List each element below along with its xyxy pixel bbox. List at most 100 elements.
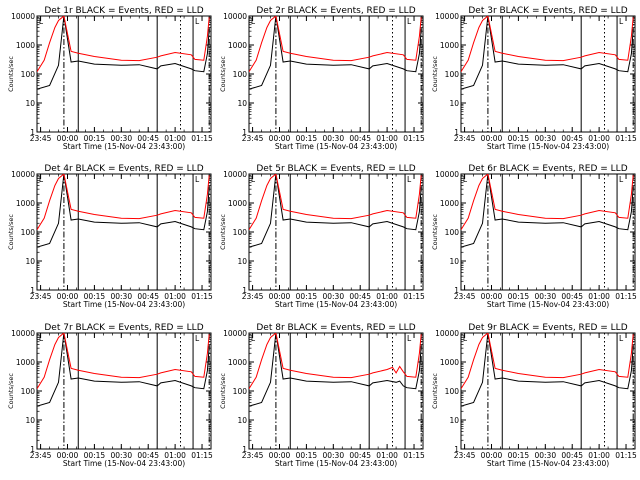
marker-lines bbox=[63, 174, 210, 290]
x-tick-label: 00:15 bbox=[508, 451, 530, 460]
x-tick-label: 01:15 bbox=[403, 134, 425, 143]
marker-lines bbox=[63, 16, 210, 132]
x-tick-label: 00:45 bbox=[349, 292, 371, 301]
x-axis-label: Start Time (15-Nov-04 23:43:00) bbox=[487, 300, 609, 309]
flag-label: L bbox=[407, 175, 412, 184]
x-tick-label: 23:45 bbox=[242, 451, 264, 460]
x-tick-label: 01:00 bbox=[164, 451, 186, 460]
chart-title: Det 5r BLACK = Events, RED = LLD bbox=[256, 164, 415, 174]
flag-label: L bbox=[619, 334, 624, 343]
flag-label: L bbox=[463, 175, 468, 184]
plot-frame bbox=[248, 15, 424, 133]
plot-frame bbox=[36, 15, 212, 133]
y-tick-label: 1000 bbox=[440, 358, 459, 367]
y-tick-label: 10 bbox=[25, 257, 35, 266]
series-group bbox=[37, 16, 210, 90]
y-axis-label: Counts/sec bbox=[219, 214, 227, 250]
y-tick-label: 10 bbox=[25, 99, 35, 108]
x-tick-label: 23:45 bbox=[30, 134, 52, 143]
chart-panel-2: Det 2r BLACK = Events, RED = LLD 1 10 100 10… bbox=[219, 6, 425, 151]
x-tick-label: 23:45 bbox=[30, 451, 52, 460]
y-tick-label: 10 bbox=[449, 99, 459, 108]
series-line-lld bbox=[461, 16, 634, 72]
plot-frame bbox=[460, 15, 636, 133]
x-tick-label: 01:15 bbox=[403, 292, 425, 301]
x-tick-label: 00:15 bbox=[508, 134, 530, 143]
x-tick-label: 01:15 bbox=[191, 134, 213, 143]
x-tick-label: 00:30 bbox=[322, 134, 344, 143]
x-tick-label: 01:15 bbox=[615, 134, 637, 143]
x-tick-label: 00:45 bbox=[561, 134, 583, 143]
chart-panel-7: Det 7r BLACK = Events, RED = LLD 1 10 100 10… bbox=[7, 323, 213, 468]
x-tick-label: 23:45 bbox=[454, 134, 476, 143]
series-group bbox=[461, 16, 634, 90]
y-tick-label: 10000 bbox=[435, 329, 459, 338]
x-axis-label: Start Time (15-Nov-04 23:43:00) bbox=[275, 300, 397, 309]
series-line-lld bbox=[249, 16, 422, 72]
series-group bbox=[461, 174, 634, 248]
x-tick-label: 01:00 bbox=[376, 134, 398, 143]
y-tick-label: 1000 bbox=[16, 358, 35, 367]
plot-frame bbox=[248, 332, 424, 450]
x-tick-label: 01:15 bbox=[191, 292, 213, 301]
x-tick-label: 23:45 bbox=[242, 292, 264, 301]
series-line-events bbox=[249, 16, 422, 90]
x-tick-label: 01:00 bbox=[376, 451, 398, 460]
x-tick-label: 00:45 bbox=[137, 451, 159, 460]
y-tick-label: 10000 bbox=[223, 170, 247, 179]
y-tick-label: 1 bbox=[454, 445, 459, 454]
chart-title: Det 4r BLACK = Events, RED = LLD bbox=[44, 164, 203, 174]
y-tick-label: 100 bbox=[445, 228, 460, 237]
x-tick-label: 23:45 bbox=[30, 292, 52, 301]
marker-lines bbox=[487, 16, 634, 132]
series-line-lld bbox=[37, 174, 210, 230]
chart-title: Det 8r BLACK = Events, RED = LLD bbox=[256, 323, 415, 333]
y-axis-label: Counts/sec bbox=[7, 214, 15, 250]
y-tick-label: 10000 bbox=[223, 329, 247, 338]
x-tick-label: 00:00 bbox=[57, 134, 79, 143]
y-axis-label: Counts/sec bbox=[431, 214, 439, 250]
flag-label: L bbox=[251, 175, 256, 184]
marker-lines bbox=[63, 333, 210, 449]
x-axis-label: Start Time (15-Nov-04 23:43:00) bbox=[63, 459, 185, 468]
x-tick-label: 00:30 bbox=[534, 292, 556, 301]
flag-label: L bbox=[463, 17, 468, 26]
x-tick-label: 00:30 bbox=[322, 292, 344, 301]
x-tick-label: 00:30 bbox=[110, 451, 132, 460]
chart-panel-9: Det 9r BLACK = Events, RED = LLD 1 10 100 10… bbox=[431, 323, 637, 468]
y-tick-label: 1 bbox=[30, 445, 35, 454]
series-line-lld bbox=[461, 333, 634, 389]
flag-label: L bbox=[251, 334, 256, 343]
y-tick-label: 1 bbox=[242, 286, 247, 295]
x-tick-label: 00:00 bbox=[269, 451, 291, 460]
chart-title: Det 6r BLACK = Events, RED = LLD bbox=[468, 164, 627, 174]
y-tick-label: 1000 bbox=[228, 358, 247, 367]
y-tick-label: 10 bbox=[25, 416, 35, 425]
x-tick-label: 01:00 bbox=[588, 451, 610, 460]
series-line-events bbox=[37, 174, 210, 248]
x-tick-label: 00:15 bbox=[296, 134, 318, 143]
chart-panel-5: Det 5r BLACK = Events, RED = LLD 1 10 100 10… bbox=[219, 164, 425, 309]
y-axis-label: Counts/sec bbox=[431, 373, 439, 409]
x-tick-label: 00:30 bbox=[110, 134, 132, 143]
series-line-lld bbox=[461, 174, 634, 230]
chart-title: Det 1r BLACK = Events, RED = LLD bbox=[44, 6, 203, 16]
y-tick-label: 1000 bbox=[16, 41, 35, 50]
y-axis-label: Counts/sec bbox=[431, 56, 439, 92]
marker-lines bbox=[275, 16, 422, 132]
chart-panel-1: Det 1r BLACK = Events, RED = LLD 1 10 100 10… bbox=[7, 6, 213, 151]
y-tick-label: 10000 bbox=[435, 12, 459, 21]
flag-label: L bbox=[407, 334, 412, 343]
series-line-lld bbox=[249, 174, 422, 230]
y-tick-label: 100 bbox=[21, 228, 36, 237]
series-line-lld bbox=[37, 16, 210, 72]
flag-label: L bbox=[251, 17, 256, 26]
series-line-events bbox=[461, 333, 634, 407]
series-group bbox=[249, 16, 422, 90]
chart-panel-6: Det 6r BLACK = Events, RED = LLD 1 10 100 10… bbox=[431, 164, 637, 309]
x-axis-label: Start Time (15-Nov-04 23:43:00) bbox=[487, 142, 609, 151]
x-tick-label: 00:45 bbox=[561, 451, 583, 460]
x-tick-label: 01:00 bbox=[376, 292, 398, 301]
flag-label: L bbox=[39, 17, 44, 26]
chart-title: Det 9r BLACK = Events, RED = LLD bbox=[468, 323, 627, 333]
